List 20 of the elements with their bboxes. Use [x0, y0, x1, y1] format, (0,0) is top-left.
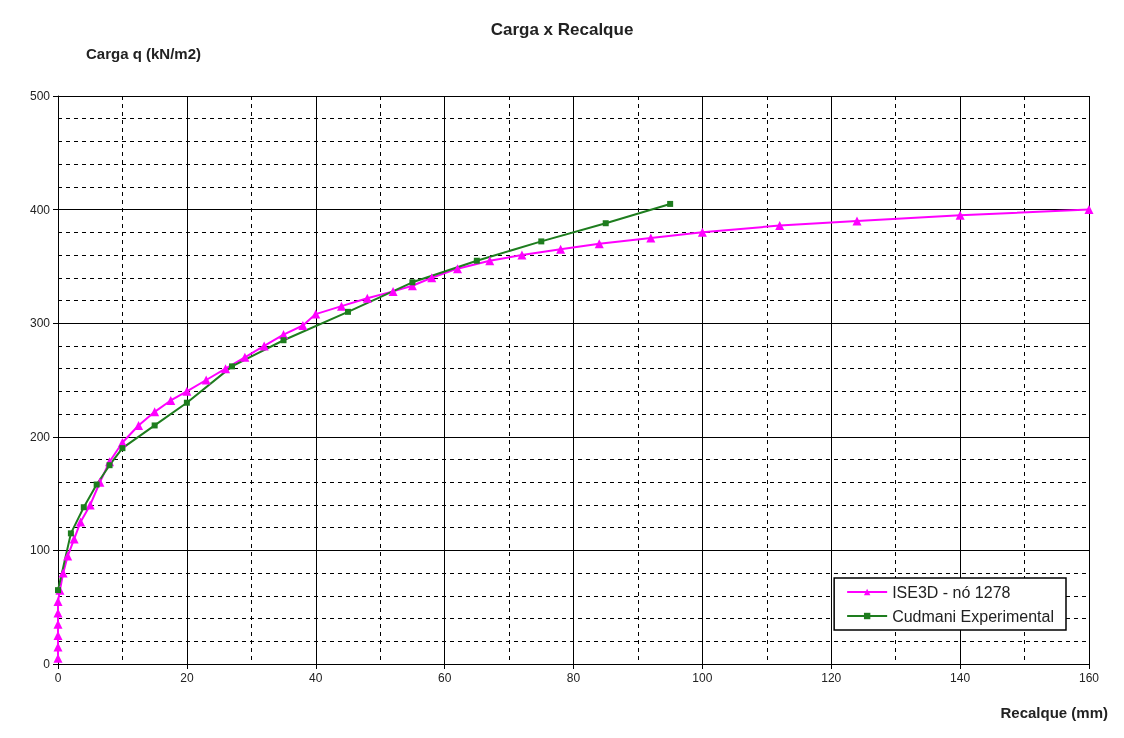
y-tick-label: 400: [29, 202, 51, 217]
y-tick-label: 100: [29, 543, 51, 558]
legend-label: ISE3D - nó 1278: [892, 583, 1011, 601]
x-tick-label: 0: [54, 671, 62, 685]
x-tick-label: 80: [566, 671, 581, 685]
x-tick-label: 100: [692, 671, 713, 685]
x-tick-label: 160: [1078, 671, 1100, 685]
y-axis-title: Carga q (kN/m2): [86, 45, 202, 62]
chart-title: Carga x Recalque: [490, 20, 634, 39]
x-tick-label: 20: [180, 671, 194, 685]
x-tick-label: 40: [309, 671, 323, 685]
x-axis-title: Recalque (mm): [1000, 704, 1108, 721]
y-tick-label: 200: [29, 429, 51, 444]
x-tick-label: 140: [950, 671, 971, 685]
x-tick-label: 60: [437, 671, 452, 685]
x-tick-label: 120: [821, 671, 842, 685]
y-tick-label: 0: [43, 657, 51, 671]
legend-label: Cudmani Experimental: [892, 607, 1055, 625]
y-tick-label: 300: [29, 316, 51, 331]
y-tick-label: 500: [29, 89, 51, 103]
